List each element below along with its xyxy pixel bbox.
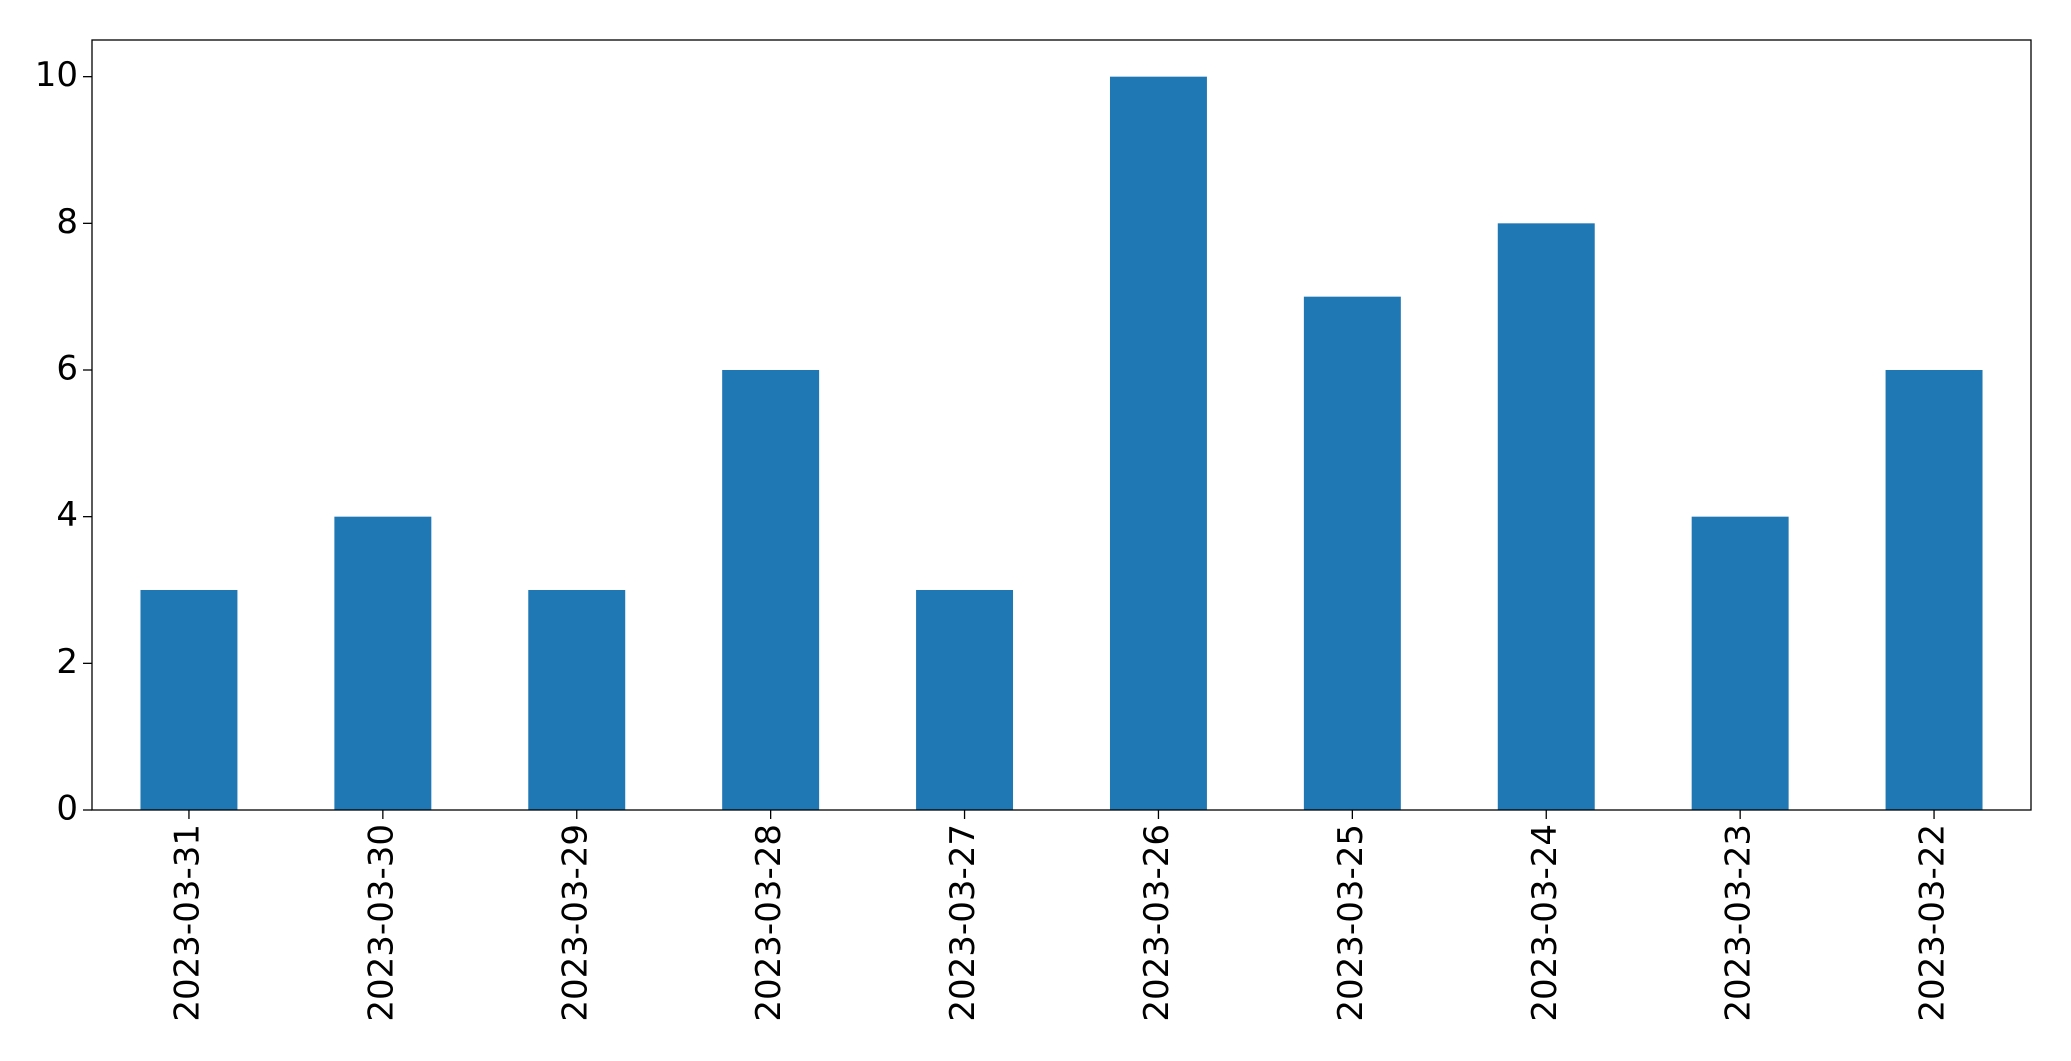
bar (916, 590, 1014, 810)
bar (334, 516, 432, 810)
bar (1691, 516, 1789, 810)
y-tick-label: 10 (35, 55, 78, 95)
y-tick-label: 6 (56, 349, 78, 389)
x-tick-label: 2023-03-30 (361, 824, 401, 1022)
x-tick-label: 2023-03-28 (749, 824, 789, 1022)
x-tick-label: 2023-03-24 (1525, 824, 1565, 1022)
x-tick-label: 2023-03-29 (555, 824, 595, 1022)
y-tick-label: 2 (56, 642, 78, 682)
y-tick-label: 4 (56, 495, 78, 535)
bar (140, 590, 238, 810)
bar (1885, 370, 1983, 810)
bar (1303, 296, 1401, 811)
x-tick-label: 2023-03-27 (943, 824, 983, 1022)
x-tick-label: 2023-03-25 (1331, 824, 1371, 1022)
y-tick-label: 8 (56, 202, 78, 242)
x-tick-label: 2023-03-22 (1913, 824, 1953, 1022)
x-tick-label: 2023-03-31 (167, 824, 207, 1022)
x-tick-label: 2023-03-26 (1137, 824, 1177, 1022)
plot-frame (91, 39, 2032, 811)
bar (722, 370, 820, 810)
bar (1497, 223, 1595, 811)
bar (1109, 76, 1207, 810)
x-tick-label: 2023-03-23 (1719, 824, 1759, 1022)
y-tick-label: 0 (56, 789, 78, 829)
bar (528, 590, 626, 810)
